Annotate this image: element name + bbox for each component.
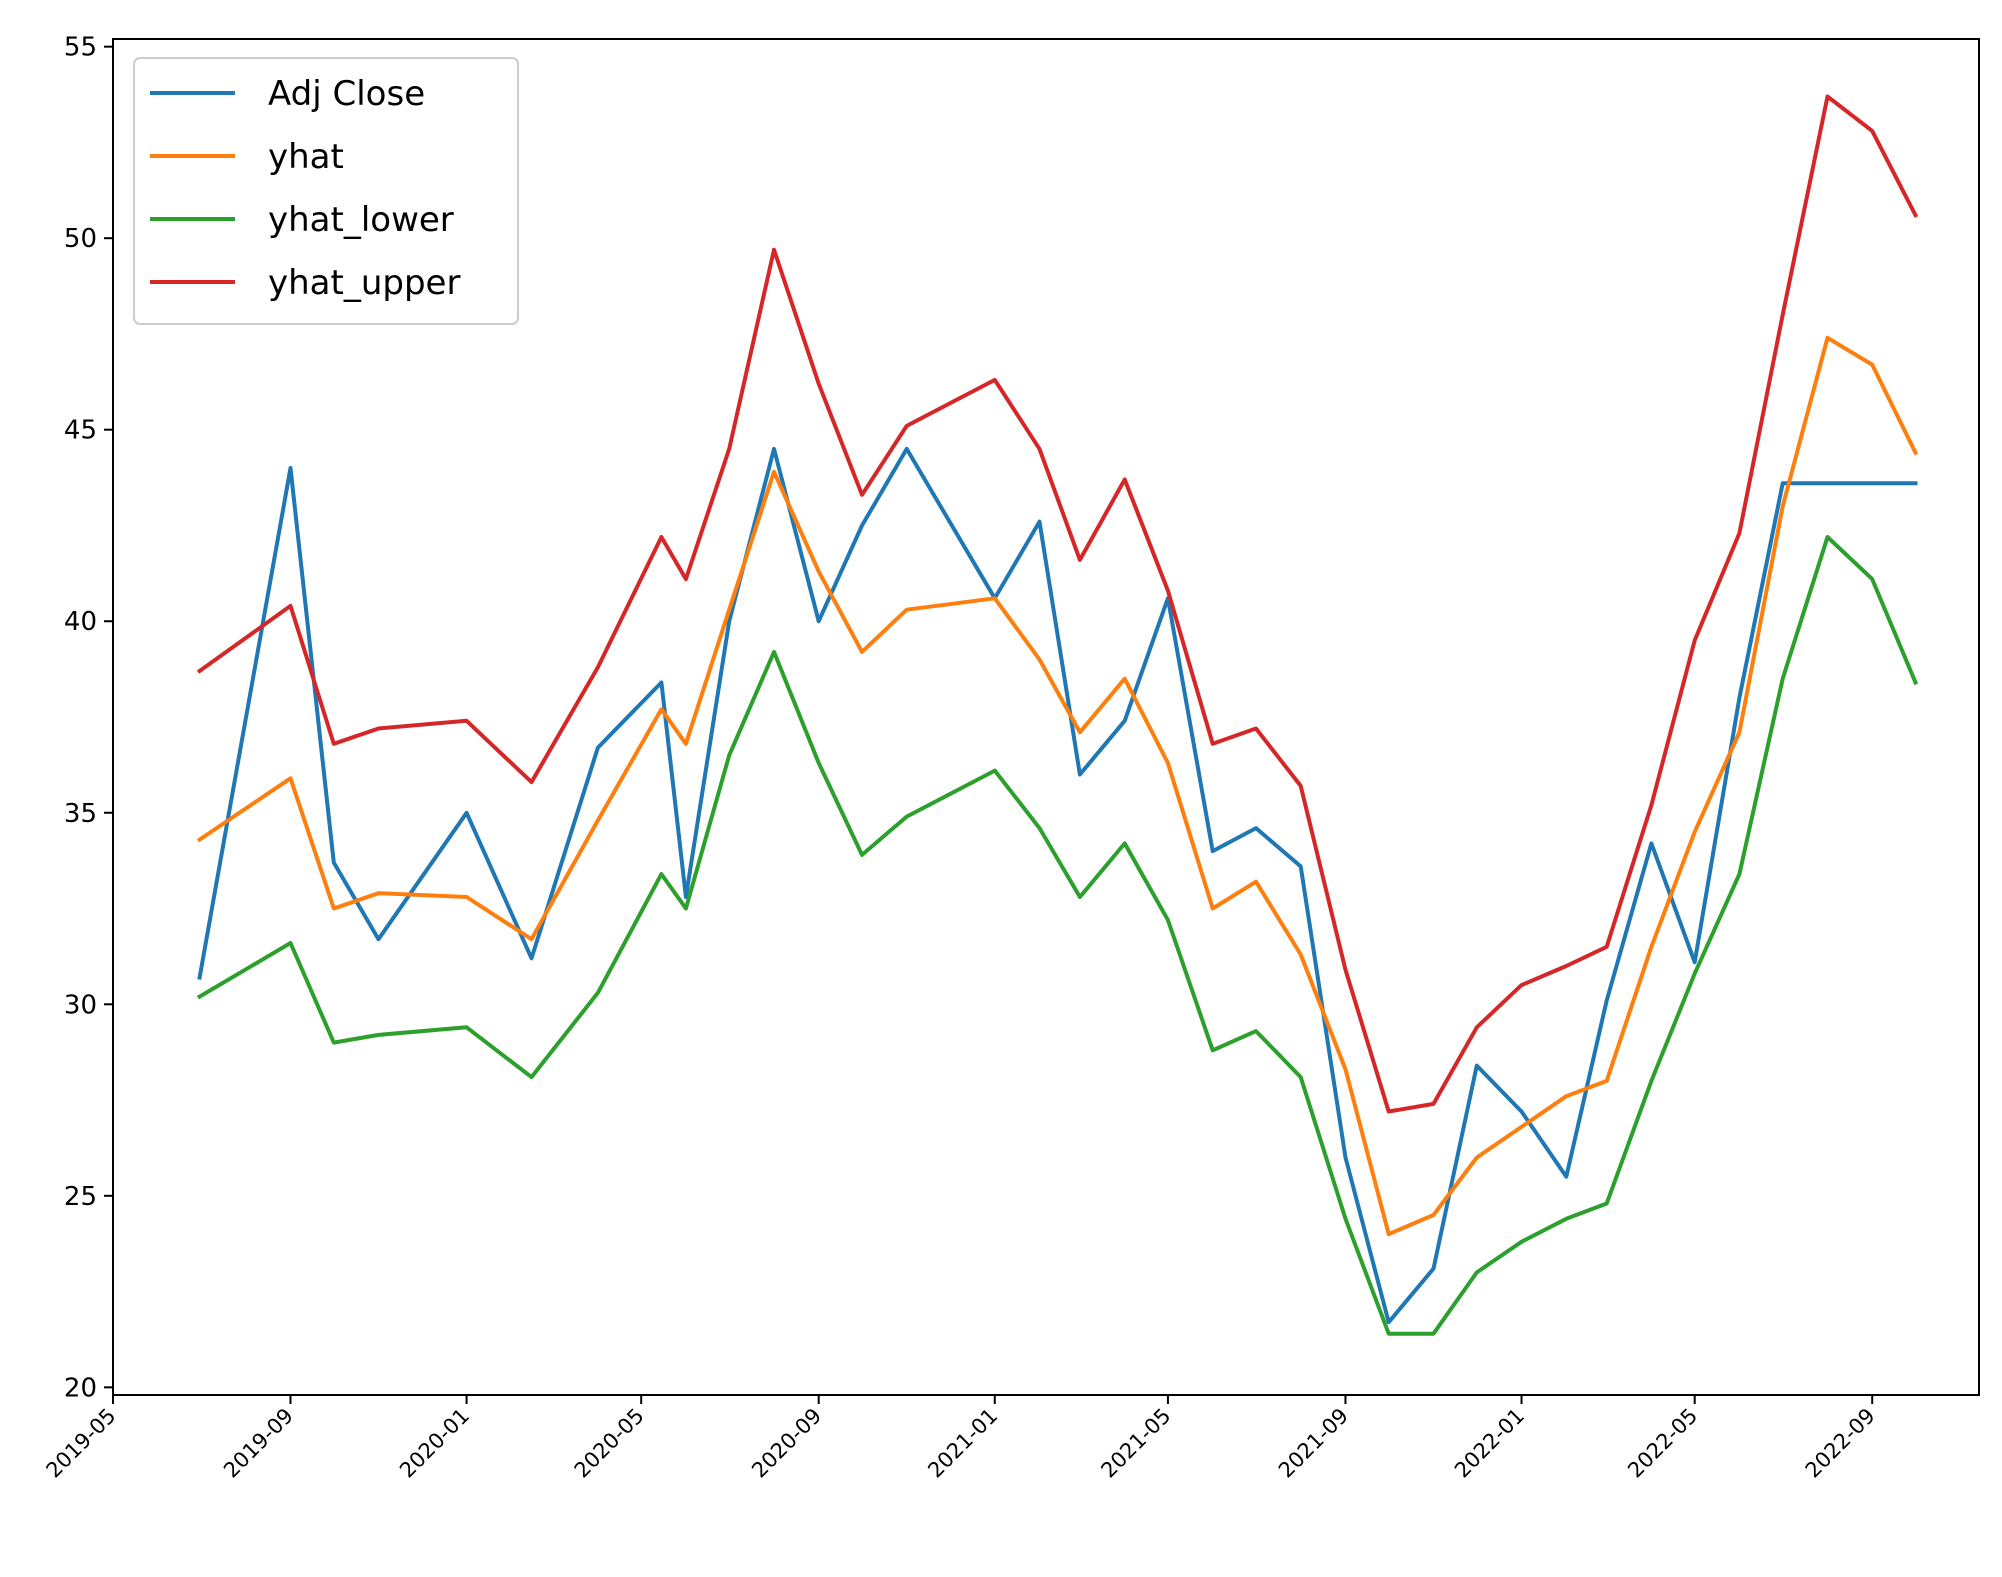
y-tick-label: 40: [64, 607, 97, 637]
y-tick-label: 45: [64, 416, 97, 446]
series-layer: [196, 94, 1919, 1336]
x-tick-label: 2020-01: [395, 1404, 474, 1483]
series-yhat-lower: [196, 535, 1919, 1336]
x-tick-label: 2022-05: [1623, 1404, 1702, 1483]
y-tick-label: 25: [64, 1182, 97, 1212]
x-tick-label: 2021-01: [923, 1404, 1002, 1483]
x-tick-label: 2019-05: [42, 1404, 121, 1483]
x-tick-label: 2022-09: [1801, 1404, 1880, 1483]
legend: Adj Close yhat yhat_lower yhat_upper: [133, 57, 519, 325]
legend-label-adj-close: Adj Close: [268, 74, 425, 114]
x-tick-label: 2020-05: [570, 1404, 649, 1483]
x-axis: 2019-05 2019-09 2020-01 2020-05 2020-09 2021-…: [42, 1395, 1880, 1483]
legend-label-yhat: yhat: [268, 137, 344, 177]
y-tick-label: 50: [64, 224, 97, 254]
series-adj-close: [197, 446, 1918, 1325]
y-tick-label: 30: [64, 990, 97, 1020]
plot-frame: [112, 38, 1980, 1396]
x-tick-label: 2022-01: [1450, 1404, 1529, 1483]
y-tick-label: 20: [64, 1373, 97, 1403]
legend-label-yhat-upper: yhat_upper: [268, 263, 460, 303]
legend-label-yhat-lower: yhat_lower: [268, 200, 454, 240]
y-tick-label: 35: [64, 799, 97, 829]
y-tick-label: 55: [64, 33, 97, 63]
x-tick-label: 2021-05: [1096, 1404, 1175, 1483]
x-tick-label: 2021-09: [1274, 1404, 1353, 1483]
x-tick-label: 2019-09: [219, 1404, 298, 1483]
series-yhat: [196, 335, 1919, 1237]
legend-box: [133, 57, 519, 325]
y-axis: 20 25 30 35 40 45 50 55: [64, 33, 113, 1403]
series-yhat-upper: [196, 94, 1919, 1114]
x-tick-label: 2020-09: [747, 1404, 826, 1483]
